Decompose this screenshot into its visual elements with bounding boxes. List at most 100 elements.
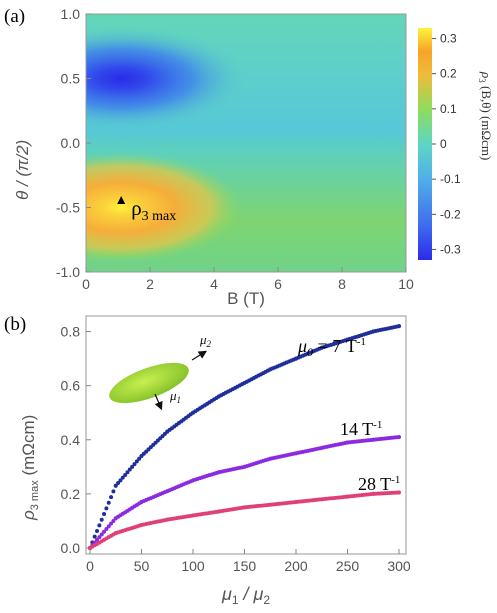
series-dot: [97, 535, 102, 540]
mu1-label: μ1: [169, 388, 181, 405]
series-dot: [137, 523, 142, 528]
x-tick-label: 200: [284, 558, 308, 574]
series-label-28: 28 T-1: [358, 474, 400, 494]
series-label-0-sub: 0: [307, 345, 313, 359]
colorbar-label-rest: (B,θ) (mΩcm): [479, 83, 494, 161]
scatter-ylabel: ρ3 max (mΩcm): [19, 415, 41, 521]
series-1: [87, 434, 402, 551]
series-dot: [188, 412, 193, 417]
series-dot: [214, 395, 219, 400]
x-tick-label: 10: [398, 276, 414, 292]
ylabel-symbol: ρ: [19, 510, 38, 521]
x-tick-label: 50: [134, 558, 150, 574]
y-tick-label: 0.0: [61, 540, 81, 556]
series-dot: [291, 500, 296, 505]
series-dot: [317, 497, 322, 502]
series-dot: [95, 537, 100, 542]
series-dot: [109, 495, 114, 500]
colorbar-tick-label: 0.1: [440, 102, 457, 116]
y-tick-label: 0.6: [61, 378, 81, 394]
series-dot: [99, 517, 104, 522]
colorbar-tick-label: -0.2: [440, 207, 461, 221]
colorbar-label-symbol: ρ: [479, 71, 494, 78]
x-tick-label: 300: [387, 558, 411, 574]
annotation-symbol: ρ: [131, 196, 141, 220]
series-dot: [188, 513, 193, 518]
series-dot: [106, 500, 111, 505]
x-tick-label: 0: [86, 558, 94, 574]
series-label-1-sup: -1: [373, 419, 382, 431]
mobility-ellipse: [109, 362, 189, 404]
series-dot: [137, 501, 142, 506]
colorbar: [418, 28, 432, 260]
panel-label-a: (a): [4, 6, 25, 27]
series-dot: [104, 506, 109, 511]
series-dot: [111, 518, 116, 523]
heatmap-axes: 0 2 4 6 8 10 1.0 0.5 0.0 -0.5 -1.0: [56, 6, 414, 292]
x-tick-label: 8: [338, 276, 346, 292]
series-label-1-value: 14 T: [340, 419, 373, 439]
heatmap-ylabel: θ / (π/2): [13, 140, 32, 200]
series-dot: [317, 446, 322, 451]
colorbar-tick-label: 0: [440, 137, 447, 151]
series-label-0-symbol: μ: [297, 336, 307, 356]
series-dot: [394, 435, 399, 440]
heatmap-maximum-region: [86, 152, 242, 263]
series-dot: [134, 459, 139, 464]
series-dot: [104, 527, 109, 532]
heatmap-xlabel: B (T): [227, 289, 265, 308]
x-tick-label: 4: [210, 276, 218, 292]
series-dot: [240, 505, 245, 510]
series-dot: [394, 324, 399, 329]
heatmap-panel: 0 2 4 6 8 10 1.0 0.5 0.0 -0.5 -1.0 θ / (π/2) B (T)…: [13, 6, 494, 308]
x-tick-label: 150: [233, 558, 257, 574]
series-2: [87, 490, 402, 551]
series-dot: [265, 457, 270, 462]
colorbar-tick-label: 0.2: [440, 67, 457, 81]
series-label-2-sup: -1: [391, 474, 400, 486]
series-dot: [127, 467, 132, 472]
series-dot: [291, 357, 296, 362]
scatter-panel: 0 50 100 150 200 250 300 0.0 0.2 0.4 0.6 0.8 ρ3 max…: [19, 315, 411, 607]
ylabel-rest: (mΩcm): [19, 415, 38, 481]
xlabel-sub1: 1: [232, 593, 239, 607]
series-dot: [394, 490, 399, 495]
series-dot: [102, 512, 107, 517]
series-dot: [368, 492, 373, 497]
series-dot: [132, 462, 137, 467]
series-dot: [97, 523, 102, 528]
x-tick-label: 6: [274, 276, 282, 292]
mobility-ellipse-inset: μ2 μ1: [109, 332, 212, 411]
series-dot: [92, 534, 97, 539]
series-0: [87, 324, 402, 551]
x-tick-label: 100: [181, 558, 205, 574]
series-dot: [317, 346, 322, 351]
series-dot: [265, 502, 270, 507]
maximum-marker: [117, 196, 126, 205]
mu2-arrow: [191, 350, 208, 361]
scatter-series: [87, 324, 402, 551]
panel-label-b: (b): [4, 314, 26, 335]
series-dot: [343, 440, 348, 445]
series-label-0-value: = 7 T: [313, 336, 357, 356]
series-dot: [130, 464, 135, 469]
data-point: [113, 483, 118, 488]
y-tick-label: 0.0: [61, 135, 81, 151]
y-tick-label: 0.5: [61, 71, 81, 87]
colorbar-tick-label: -0.1: [440, 172, 461, 186]
series-dot: [162, 490, 167, 495]
mu2-label: μ2: [199, 332, 212, 349]
y-tick-label: -1.0: [56, 264, 80, 280]
xlabel-sub2: 2: [263, 593, 270, 607]
series-dot: [137, 456, 142, 461]
series-dot: [162, 431, 167, 436]
series-dot: [162, 518, 167, 523]
y-tick-label: 0.4: [61, 432, 81, 448]
mu2-symbol: μ: [199, 332, 207, 347]
y-tick-label: 0.8: [61, 324, 81, 340]
xlabel-mu2: / μ: [239, 584, 264, 604]
series-dot: [123, 472, 128, 477]
colorbar-tick-label: -0.3: [440, 242, 461, 256]
scatter-xlabel: μ1 / μ2: [221, 584, 270, 607]
